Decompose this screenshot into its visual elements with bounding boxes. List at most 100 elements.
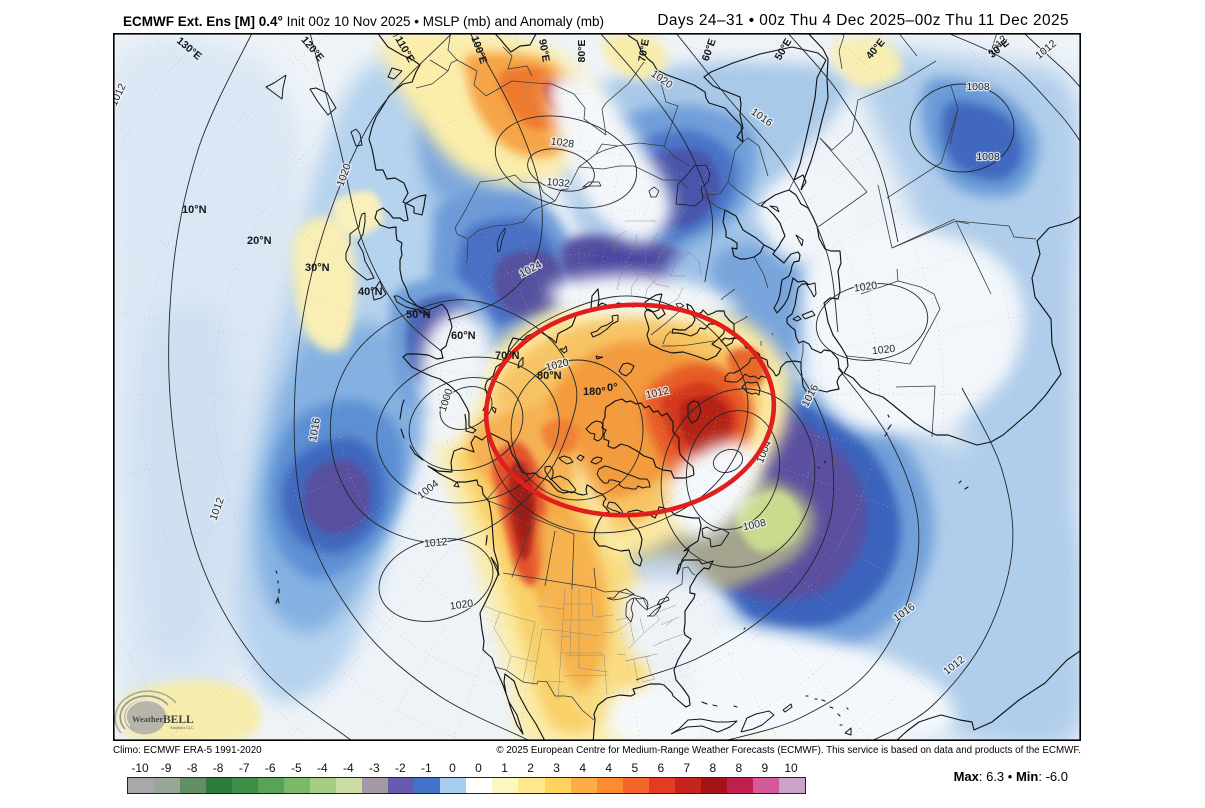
colorbar-tick-label: 6 xyxy=(657,761,665,775)
pole-meridian-label: 0° xyxy=(607,382,618,394)
colorbar-cell xyxy=(726,778,753,793)
map-svg: 1000100410121016101210201020101210201012… xyxy=(113,33,1081,741)
colorbar-tick-label: 8 xyxy=(735,761,743,775)
colorbar-cell xyxy=(154,778,181,793)
colorbar-tick-label: 2 xyxy=(527,761,534,775)
colorbar-cell xyxy=(310,778,337,793)
contour-label: 1016 xyxy=(307,417,323,442)
contour-label: 1028 xyxy=(550,135,575,150)
colorbar-cell xyxy=(570,778,597,793)
colorbar-tick-label: -9 xyxy=(160,761,172,775)
latitude-label: 40°N xyxy=(358,286,383,298)
weatherbell-logo: Weather BELL Analytics LLC xyxy=(114,690,194,735)
colorbar-tick-label: 8 xyxy=(709,761,717,775)
colorbar-cell xyxy=(258,778,285,793)
colorbar-cell xyxy=(206,778,233,793)
colorbar-cell xyxy=(284,778,311,793)
red-highlight-ellipse xyxy=(483,302,777,518)
colorbar-cell xyxy=(648,778,675,793)
colorbar-cell xyxy=(518,778,545,793)
colorbar-tick-label: 4 xyxy=(579,761,587,775)
coastlines-small xyxy=(265,67,852,741)
colorbar-tick-label: -6 xyxy=(264,761,276,775)
colorbar-tick-label: 10 xyxy=(784,761,798,775)
mslp-contours xyxy=(168,33,1081,741)
colorbar-cell xyxy=(778,778,805,793)
colorbar-cell xyxy=(336,778,363,793)
min-label: Min xyxy=(1015,769,1039,784)
colorbar-tick-label: 4 xyxy=(605,761,613,775)
colorbar-tick-label: -7 xyxy=(238,761,250,775)
stat-separator: • xyxy=(1007,769,1016,784)
colorbar-cell xyxy=(388,778,415,793)
colorbar-cell xyxy=(596,778,623,793)
max-label: Max xyxy=(953,769,979,784)
colorbar-tick-label: -4 xyxy=(342,761,354,775)
latitude-label: 20°N xyxy=(247,235,272,247)
latitude-label: 60°N xyxy=(451,330,476,342)
logo-text-analytics: Analytics LLC xyxy=(170,725,194,730)
meridian-label: 90°E xyxy=(536,38,552,63)
contour-label: 1032 xyxy=(546,176,570,190)
colorbar-tick-label: -8 xyxy=(212,761,224,775)
colorbar-tick-label: -2 xyxy=(395,761,406,775)
logo-globe xyxy=(124,699,166,735)
contour-label: 1020 xyxy=(853,279,878,294)
logo-swoosh xyxy=(125,699,164,727)
colorbar-cell xyxy=(492,778,519,793)
colorbar-tick-label: -3 xyxy=(369,761,380,775)
colorbar-tick-label: -10 xyxy=(131,761,149,775)
logo-swoosh xyxy=(114,690,177,734)
title-model: ECMWF Ext. Ens [M] 0.4° xyxy=(123,14,283,29)
climo-note: Climo: ECMWF ERA-5 1991-2020 xyxy=(113,745,262,756)
country-borders xyxy=(392,33,1037,721)
contour-label: 1012 xyxy=(424,536,448,550)
meridian-label: 70°E xyxy=(636,38,652,63)
colorbar-cell xyxy=(128,778,155,793)
colorbar-tick-label: -8 xyxy=(186,761,198,775)
pole-meridian-label: 180° xyxy=(583,386,606,398)
colorbar-labels: -10 -9 -8 -8 -7 -6 -5 -4 -4 -3 -2 -1 0 0 1 2 3 4 4 5 6 7 8 8 9 10 xyxy=(127,761,804,775)
map-border xyxy=(113,33,1081,741)
contour-label: 1020 xyxy=(449,597,474,612)
colorbar-tick-label: 1 xyxy=(501,761,508,775)
colorbar-tick-label: -1 xyxy=(421,761,432,775)
contour-label: 1020 xyxy=(871,343,896,357)
colorbar-tick-label: 5 xyxy=(631,761,639,775)
coastlines xyxy=(368,33,1081,741)
max-min-stats: Max: 6.3 • Min: -6.0 xyxy=(954,769,1068,784)
colorbar-cell xyxy=(674,778,701,793)
colorbar-cell xyxy=(414,778,441,793)
colorbar-tick-label: 9 xyxy=(761,761,769,775)
colorbar-cell xyxy=(440,778,467,793)
contour-label: 1008 xyxy=(976,151,1000,163)
colorbar-tick-label: 3 xyxy=(553,761,560,775)
page-title: ECMWF Ext. Ens [M] 0.4° Init 00z 10 Nov … xyxy=(123,14,604,29)
logo-text-weather: Weather xyxy=(132,714,163,724)
colorbar-cell xyxy=(752,778,779,793)
max-value: 6.3 xyxy=(986,769,1005,784)
colorbar-tick-label: 7 xyxy=(683,761,691,775)
colorbar-cell xyxy=(362,778,389,793)
latitude-label: 50°N xyxy=(406,309,431,321)
contour-label: 1008 xyxy=(966,81,990,93)
latitude-label: 10°N xyxy=(182,204,207,216)
latitude-label: 80°N xyxy=(537,370,562,382)
colorbar-cell xyxy=(544,778,571,793)
meridian-label: 80°E xyxy=(576,40,588,63)
title-init: Init 00z 10 Nov 2025 • MSLP (mb) and Ano… xyxy=(282,14,605,29)
colorbar-cell xyxy=(466,778,493,793)
title-valid-range: Days 24–31 • 00z Thu 4 Dec 2025–00z Thu … xyxy=(657,12,1069,29)
header: ECMWF Ext. Ens [M] 0.4° Init 00z 10 Nov … xyxy=(0,0,1205,33)
colorbar xyxy=(127,777,806,794)
colorbar-cell xyxy=(232,778,259,793)
logo-text-bell: BELL xyxy=(163,714,194,726)
copyright-note: © 2025 European Centre for Medium-Range … xyxy=(496,745,1081,756)
min-value: -6.0 xyxy=(1045,769,1068,784)
logo-swoosh xyxy=(119,695,169,730)
colorbar-tick-label: 0 xyxy=(449,761,456,775)
min-colon: : xyxy=(1038,769,1046,784)
colorbar-cell xyxy=(622,778,649,793)
colorbar-cell xyxy=(180,778,207,793)
